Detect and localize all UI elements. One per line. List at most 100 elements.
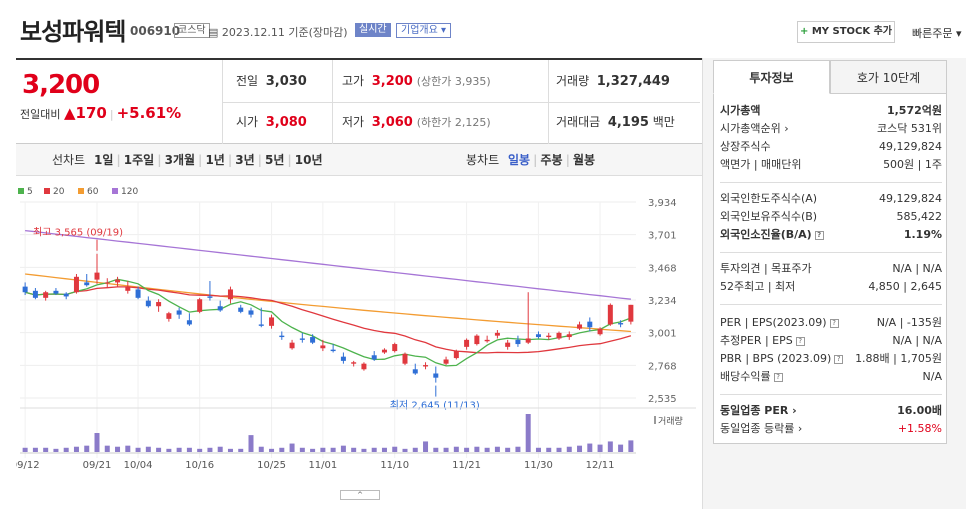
y-tick-label: 2,768	[648, 361, 677, 372]
volume-bar	[443, 447, 449, 452]
volume-bar	[566, 446, 572, 452]
y-tick-label: 2,535	[648, 394, 677, 405]
volume-bar	[505, 447, 511, 452]
company-info-label: 기업개요	[401, 25, 438, 36]
help-icon[interactable]: ?	[814, 230, 824, 240]
collapse-toggle-button[interactable]: ^	[340, 490, 380, 500]
right-panel: 투자정보 호가 10단계 시가총액 1,572억원 시가총액순위 › 코스닥 531…	[702, 58, 966, 509]
x-tick-label: 11/01	[308, 460, 337, 471]
divider	[720, 394, 942, 395]
x-tick-label: 11/21	[452, 460, 481, 471]
realtime-button[interactable]: 실시간	[355, 23, 391, 37]
candle-body	[515, 339, 521, 345]
volume-bar	[53, 448, 59, 452]
tab-1d[interactable]: 1일	[94, 153, 114, 167]
plus-icon: +	[799, 26, 809, 37]
trade-amount: 거래대금 4,195 백만	[556, 115, 675, 130]
candle-body	[94, 272, 100, 280]
volume-bar	[197, 448, 203, 452]
volume-bar	[453, 446, 459, 452]
volume-bar	[22, 447, 28, 452]
volume-bar	[330, 447, 336, 452]
invest-info-panel: 시가총액 1,572억원 시가총액순위 › 코스닥 531위 상장주식수 49,129…	[713, 94, 947, 444]
volume-bar	[361, 448, 367, 452]
candle-body	[186, 320, 192, 325]
chart-canvas: 5 20 60 120 3,934 3,701 3,468 3,234 3,001 2,768 2,…	[11, 187, 696, 471]
candle-body	[248, 310, 254, 315]
prev-close: 전일 3,030	[236, 74, 307, 89]
candle-body	[320, 345, 326, 349]
volume-bar	[258, 446, 264, 452]
chevron-down-icon: ▾	[441, 25, 447, 36]
day-high: 고가 3,200 (상한가 3,935)	[342, 74, 491, 89]
candle-body	[166, 313, 172, 319]
candle-body	[22, 286, 28, 293]
candle-tabs: 일봉 | 주봉 | 월봉	[508, 153, 596, 167]
legend-swatch	[78, 188, 84, 194]
help-icon[interactable]: ?	[834, 354, 844, 364]
volume-bar	[392, 446, 398, 452]
tab-1y[interactable]: 1년	[205, 153, 225, 167]
tab-orderbook-10[interactable]: 호가 10단계	[830, 60, 947, 94]
y-tick-label: 3,001	[648, 329, 677, 340]
candle-body	[464, 339, 470, 347]
candle-body	[207, 296, 213, 298]
volume-bar	[289, 443, 295, 452]
candle-body	[289, 342, 295, 349]
candle-body	[361, 363, 367, 370]
period-tabs: 1일 | 1주일 | 3개월 | 1년 | 3년 | 5년 | 10년	[94, 153, 323, 167]
volume-bar	[145, 446, 151, 452]
legend-swatch	[44, 188, 50, 194]
candle-body	[618, 323, 624, 325]
market-badge: 코스닥	[174, 23, 210, 38]
candle-body	[351, 362, 357, 364]
volume-bar	[207, 447, 213, 452]
tab-3y[interactable]: 3년	[235, 153, 255, 167]
mystock-add-button[interactable]: + MY STOCK 추가	[797, 21, 895, 43]
help-icon[interactable]: ?	[795, 336, 805, 346]
legend-label: 60	[87, 187, 99, 197]
max-price-label: 최고 3,565 (09/19)	[33, 227, 123, 239]
company-info-button[interactable]: 기업개요 ▾	[396, 23, 452, 38]
candle-body	[546, 335, 552, 338]
tab-weekly[interactable]: 주봉	[540, 153, 563, 167]
volume-bar	[515, 446, 521, 452]
up-arrow-icon: ▲	[63, 104, 76, 122]
candle-body	[423, 365, 429, 367]
volume-bar	[628, 440, 634, 452]
date-text: 2023.12.11 기준(장마감)	[221, 26, 348, 39]
candle-body	[484, 339, 490, 342]
divider	[720, 252, 942, 253]
volume-bar	[299, 447, 305, 452]
change-label: 전일대비	[20, 108, 61, 121]
help-icon[interactable]: ?	[773, 372, 783, 382]
tab-1w[interactable]: 1주일	[123, 153, 155, 167]
help-icon[interactable]: ?	[829, 318, 839, 328]
quick-order-button[interactable]: 빠른주문 ▾	[912, 25, 962, 41]
candle-body	[238, 307, 244, 312]
volume-bar	[587, 443, 593, 452]
volume-bar	[320, 447, 326, 452]
tab-5y[interactable]: 5년	[265, 153, 285, 167]
price-change: 전일대비 ▲170 | +5.61%	[20, 104, 182, 122]
volume-bar	[279, 447, 285, 452]
stock-name: 보성파워텍	[20, 18, 126, 46]
candle-body	[145, 300, 151, 307]
tab-10y[interactable]: 10년	[294, 153, 323, 167]
tab-invest-info[interactable]: 투자정보	[713, 60, 830, 94]
current-price: 3,200	[22, 70, 100, 100]
tab-monthly[interactable]: 월봉	[572, 153, 596, 167]
candle-body	[443, 359, 449, 364]
candle-body	[197, 299, 203, 312]
stock-header: 보성파워텍 006910 코스닥 ▤ 2023.12.11 기준(장마감) 실시…	[0, 0, 966, 58]
volume-bar	[176, 447, 182, 452]
tab-3m[interactable]: 3개월	[164, 153, 196, 167]
candle-body	[474, 335, 480, 345]
volume-bar	[238, 448, 244, 452]
volume-bar	[597, 444, 603, 452]
tab-daily[interactable]: 일봉	[508, 153, 531, 167]
candle-body	[258, 324, 264, 326]
candle-body	[556, 332, 562, 339]
ma120-line	[25, 229, 631, 300]
volume-bar	[125, 445, 131, 452]
